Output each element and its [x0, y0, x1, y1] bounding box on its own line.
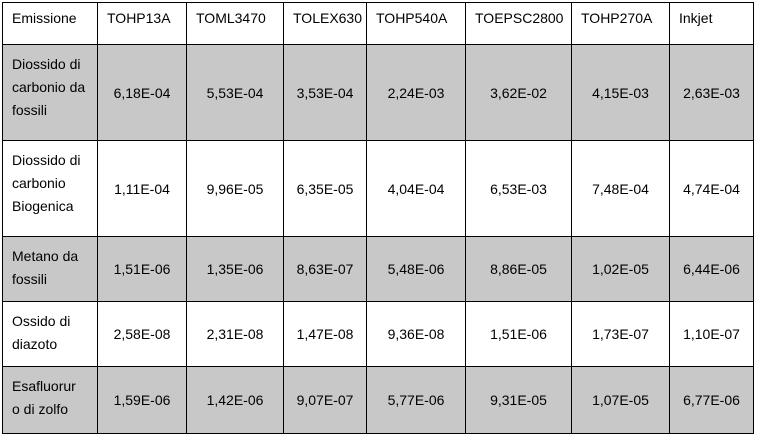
table-cell: 2,63E-03 — [669, 44, 754, 141]
table-cell: 1,07E-05 — [571, 366, 670, 434]
table-cell: 6,18E-04 — [97, 44, 187, 141]
row-label: Esafluorur o di zolfo — [2, 366, 98, 434]
table-cell: 3,62E-02 — [465, 44, 572, 141]
row-label-line: Diossido di — [12, 152, 81, 168]
header-tolex630: TOLEX630 — [283, 2, 367, 45]
table-cell: 5,53E-04 — [186, 44, 284, 141]
table-cell: 4,04E-04 — [366, 140, 466, 237]
table-cell: 1,59E-06 — [97, 366, 187, 434]
table-cell: 2,24E-03 — [366, 44, 466, 141]
row-label-line: fossili — [12, 271, 48, 287]
table-row: Ossido di diazoto 2,58E-08 2,31E-08 1,47E… — [2, 301, 754, 367]
table-cell: 6,35E-05 — [283, 140, 367, 237]
table-cell: 8,86E-05 — [465, 236, 572, 302]
header-row: Emissione TOHP13A TOML3470 TOLEX630 TOHP… — [2, 2, 754, 45]
table-cell: 1,10E-07 — [669, 301, 754, 367]
emissions-table: Emissione TOHP13A TOML3470 TOLEX630 TOHP… — [2, 2, 754, 434]
table-row: Diossido di carbonio Biogenica 1,11E-04 9,… — [2, 140, 754, 237]
table-cell: 1,47E-08 — [283, 301, 367, 367]
table-cell: 6,44E-06 — [669, 236, 754, 302]
table-cell: 5,48E-06 — [366, 236, 466, 302]
row-label-line: diazoto — [12, 336, 58, 352]
header-tohp270a: TOHP270A — [571, 2, 670, 45]
header-toepsc2800: TOEPSC2800 — [465, 2, 572, 45]
table-cell: 1,42E-06 — [186, 366, 284, 434]
table-cell: 1,35E-06 — [186, 236, 284, 302]
table-cell: 1,11E-04 — [97, 140, 187, 237]
table-cell: 9,36E-08 — [366, 301, 466, 367]
table-cell: 3,53E-04 — [283, 44, 367, 141]
table-cell: 1,51E-06 — [97, 236, 187, 302]
row-label: Diossido di carbonio da fossili — [2, 44, 98, 141]
header-tohp13a: TOHP13A — [97, 2, 187, 45]
table-row: Metano da fossili 1,51E-06 1,35E-06 8,63E… — [2, 236, 754, 302]
table-cell: 9,07E-07 — [283, 366, 367, 434]
table-cell: 2,58E-08 — [97, 301, 187, 367]
row-label-line: carbonio — [12, 175, 66, 191]
table-cell: 8,63E-07 — [283, 236, 367, 302]
row-label-line: Esafluorur — [12, 378, 76, 394]
header-inkjet: Inkjet — [669, 2, 754, 45]
table-row: Esafluorur o di zolfo 1,59E-06 1,42E-06 9… — [2, 366, 754, 434]
table-cell: 7,48E-04 — [571, 140, 670, 237]
row-label-line: fossili — [12, 102, 48, 118]
row-label-line: Biogenica — [12, 198, 74, 214]
row-label: Metano da fossili — [2, 236, 98, 302]
table-cell: 6,53E-03 — [465, 140, 572, 237]
header-toml3470: TOML3470 — [186, 2, 284, 45]
table-cell: 2,31E-08 — [186, 301, 284, 367]
header-tohp540a: TOHP540A — [366, 2, 466, 45]
row-label-line: Ossido di — [12, 313, 71, 329]
table-cell: 6,77E-06 — [669, 366, 754, 434]
row-label: Ossido di diazoto — [2, 301, 98, 367]
table-cell: 4,15E-03 — [571, 44, 670, 141]
row-label-line: carbonio da — [12, 79, 86, 95]
table-cell: 1,02E-05 — [571, 236, 670, 302]
row-label-line: o di zolfo — [12, 401, 69, 417]
row-label: Diossido di carbonio Biogenica — [2, 140, 98, 237]
table-row: Diossido di carbonio da fossili 6,18E-04 5… — [2, 44, 754, 141]
table-cell: 9,31E-05 — [465, 366, 572, 434]
table-cell: 4,74E-04 — [669, 140, 754, 237]
table-cell: 9,96E-05 — [186, 140, 284, 237]
table-cell: 5,77E-06 — [366, 366, 466, 434]
row-label-line: Diossido di — [12, 56, 81, 72]
table-cell: 1,51E-06 — [465, 301, 572, 367]
table-cell: 1,73E-07 — [571, 301, 670, 367]
row-label-line: Metano da — [12, 248, 79, 264]
header-emissione: Emissione — [2, 2, 98, 45]
